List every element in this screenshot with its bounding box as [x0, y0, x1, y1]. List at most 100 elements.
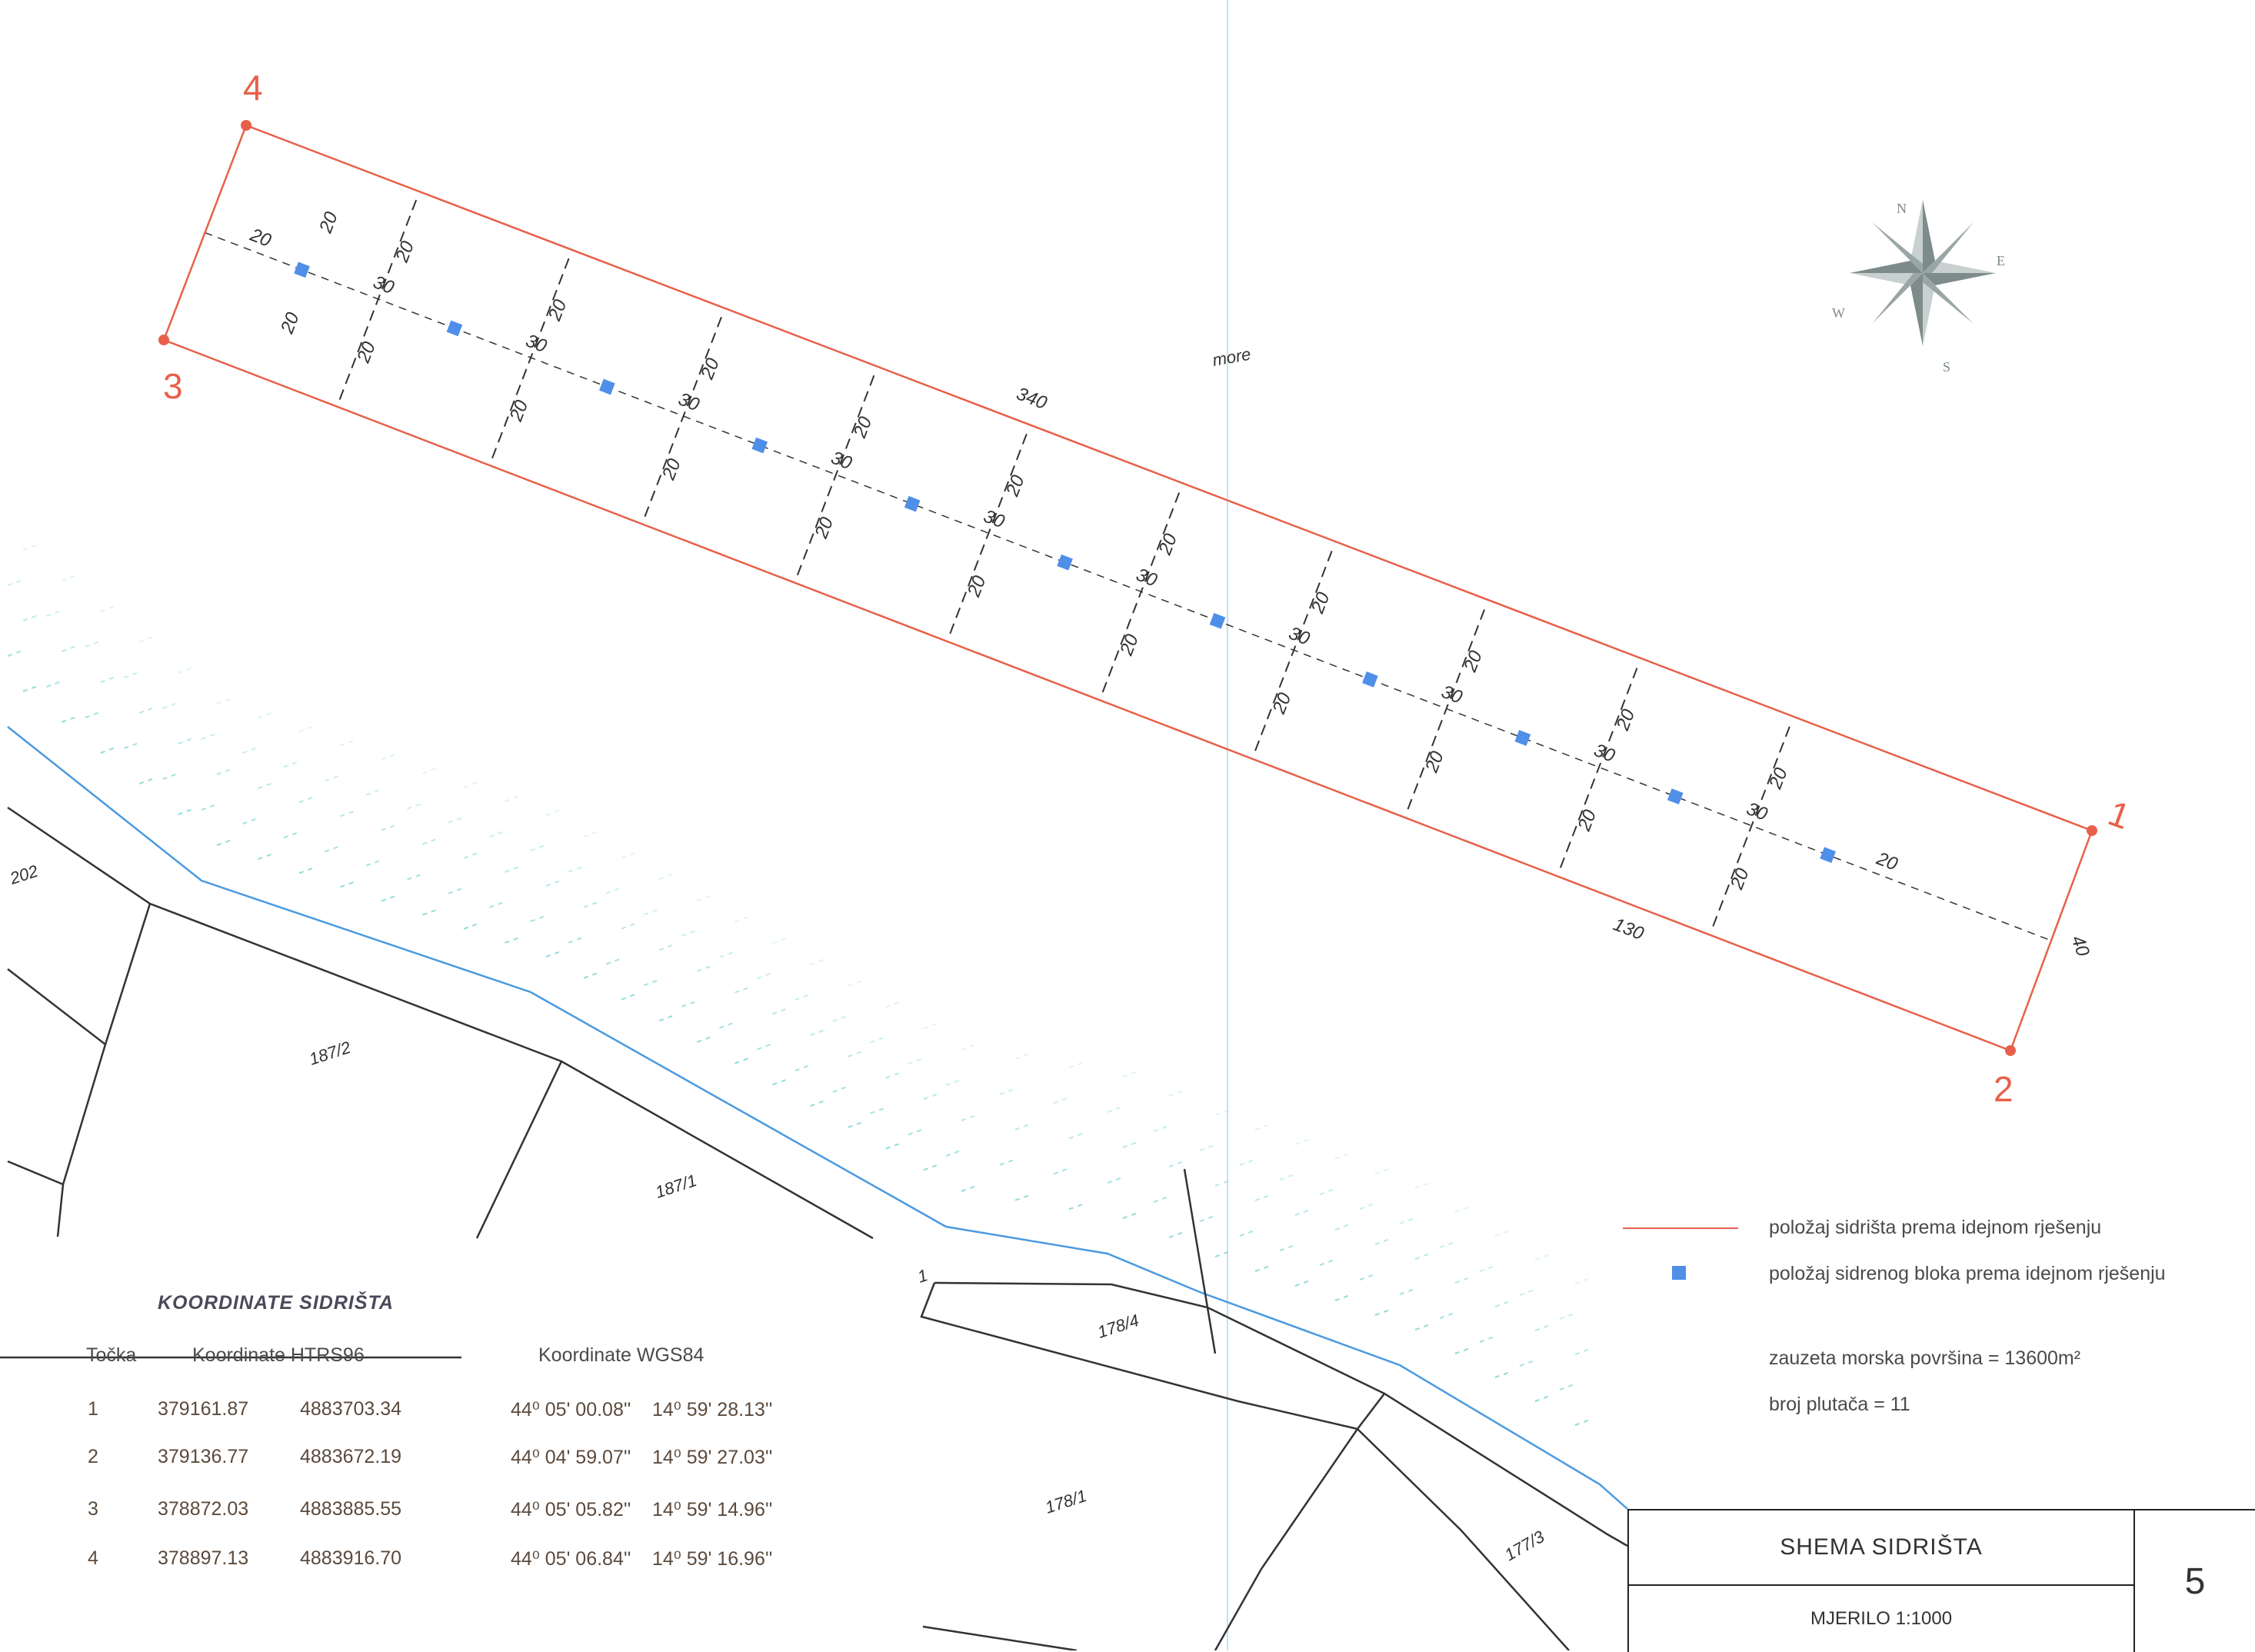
- sea-hatch-mark: [1168, 1160, 1187, 1167]
- anchorage-boundary: [162, 124, 2093, 1052]
- row-2-lon: 14⁰ 59' 27.03'': [652, 1447, 773, 1468]
- sea-hatch-mark: [734, 985, 752, 994]
- corner-point-1: [2087, 825, 2097, 836]
- row-4-x: 4883916.70: [300, 1547, 402, 1569]
- grid-divider: [1254, 549, 1334, 751]
- row-2-y: 379136.77: [158, 1446, 249, 1467]
- legend-anchorage-text: položaj sidrišta prema idejnom rješenju: [1769, 1217, 2102, 1238]
- dim-edge-offset-start: 20: [247, 225, 275, 251]
- sea-hatch-mark: [848, 978, 866, 987]
- legend-line-swatch: [1623, 1227, 1738, 1229]
- sea-hatch-mark: [407, 872, 425, 881]
- sea-hatch-mark: [1068, 1061, 1087, 1069]
- sea-hatch-mark: [7, 649, 25, 657]
- row-1-lon: 14⁰ 59' 28.13'': [652, 1399, 773, 1421]
- sea-hatch-mark: [381, 823, 399, 831]
- sea-hatch-mark: [85, 640, 103, 648]
- sea-hatch-mark: [1014, 1122, 1033, 1131]
- row-3-lat: 44⁰ 05' 05.82'': [511, 1499, 631, 1520]
- corner-points: [158, 120, 2097, 1056]
- sea-hatch-mark: [178, 737, 195, 744]
- sea-hatch-mark: [1014, 1193, 1033, 1201]
- sea-hatch-mark: [1519, 1359, 1537, 1367]
- dim-half-width-lower: 20: [353, 338, 380, 366]
- sea-hatch-mark: [870, 1106, 888, 1114]
- sea-hatch-mark: [530, 914, 548, 922]
- dim-half-width-upper: 20: [1154, 531, 1181, 558]
- anchor-block: [1667, 788, 1684, 804]
- header-point: Točka: [86, 1344, 137, 1366]
- sea-hatch-mark: [1199, 1144, 1217, 1151]
- row-3-x: 4883885.55: [300, 1498, 402, 1520]
- sea-hatch-mark: [365, 788, 384, 796]
- dim-length-bottom: 130: [1610, 914, 1647, 944]
- dim-half-width-upper: 20: [1307, 589, 1334, 617]
- dim-half-width-lower: 20: [811, 514, 838, 541]
- grid-divider: [491, 256, 571, 459]
- sea-hatching: [7, 543, 1593, 1426]
- sea-hatch-mark: [923, 1092, 941, 1101]
- sea-hatch-mark: [1534, 1253, 1553, 1261]
- sea-hatch-mark: [719, 1021, 737, 1029]
- sheet-number: 5: [2184, 1560, 2206, 1602]
- sea-hatch-mark: [1053, 1096, 1071, 1104]
- dim-half-width-lower: 20: [1116, 631, 1143, 659]
- sea-hatch-mark: [1574, 1277, 1593, 1284]
- sea-hatch-mark: [138, 706, 157, 714]
- sea-hatch-mark: [463, 851, 481, 859]
- coordinates-title: KOORDINATE SIDRIŠTA: [158, 1292, 394, 1314]
- anchor-block: [1820, 847, 1837, 864]
- sea-hatch-mark: [162, 772, 180, 780]
- sea-hatch-mark: [530, 844, 548, 851]
- sea-hatch-mark: [1374, 1167, 1393, 1174]
- grid-divider: [1712, 724, 1791, 927]
- sea-hatch-mark: [325, 844, 342, 853]
- sea-hatch-mark: [1199, 1214, 1217, 1222]
- corner-label-3: 3: [163, 366, 183, 406]
- sea-hatch-mark: [1454, 1276, 1473, 1284]
- coastline: [7, 726, 1628, 1510]
- sea-hatch-mark: [46, 680, 64, 688]
- sea-hatch-mark: [448, 815, 466, 824]
- sea-hatch-mark: [1399, 1217, 1417, 1224]
- sea-hatch-mark: [258, 781, 275, 790]
- header-wgs: Koordinate WGS84: [538, 1344, 704, 1366]
- sea-hatch-mark: [138, 777, 157, 784]
- sea-hatch-mark: [1122, 1070, 1141, 1077]
- sea-hatch-mark: [62, 715, 79, 723]
- sea-hatch-mark: [123, 671, 142, 678]
- sea-hatch-mark: [1559, 1383, 1577, 1391]
- sea-hatch-mark: [923, 1163, 941, 1171]
- sea-hatch-mark: [422, 766, 440, 774]
- grid-divider: [338, 198, 418, 400]
- sea-hatch-mark: [923, 1021, 941, 1030]
- sea-hatch-mark: [1294, 1137, 1313, 1145]
- sea-hatch-mark: [505, 864, 522, 873]
- dim-half-width-upper: 20: [391, 238, 418, 265]
- sea-hatch-mark: [1168, 1089, 1187, 1097]
- sea-hatch-mark: [1214, 1108, 1233, 1116]
- sea-hatch-mark: [178, 666, 195, 674]
- legend-buoys-text: broj plutača = 11: [1769, 1394, 1910, 1415]
- sea-hatch-mark: [545, 950, 564, 958]
- anchor-block: [599, 378, 615, 395]
- sea-hatch-mark: [605, 957, 624, 965]
- sea-hatch-mark: [242, 746, 260, 754]
- sea-hatch-mark: [1014, 1051, 1033, 1060]
- grid-divider: [1101, 491, 1181, 693]
- sea-hatch-mark: [643, 908, 661, 916]
- sea-hatch-mark: [545, 808, 564, 816]
- dim-width-end: 40: [2067, 933, 2093, 960]
- sea-hatch-mark: [810, 1028, 828, 1037]
- sea-hatch-mark: [658, 943, 677, 951]
- sea-hatch-mark: [258, 711, 275, 719]
- sea-hatch-mark: [1374, 1308, 1393, 1316]
- sea-hatch-mark: [489, 829, 507, 838]
- sea-hatch-mark: [123, 741, 142, 749]
- sea-hatch-mark: [961, 1043, 979, 1051]
- dim-edge-offset-end: 20: [1873, 848, 1900, 875]
- parcel-label-1: 1: [915, 1265, 930, 1287]
- sea-hatch-mark: [1294, 1208, 1313, 1216]
- sea-hatch-mark: [62, 644, 79, 652]
- anchor-block: [904, 495, 921, 512]
